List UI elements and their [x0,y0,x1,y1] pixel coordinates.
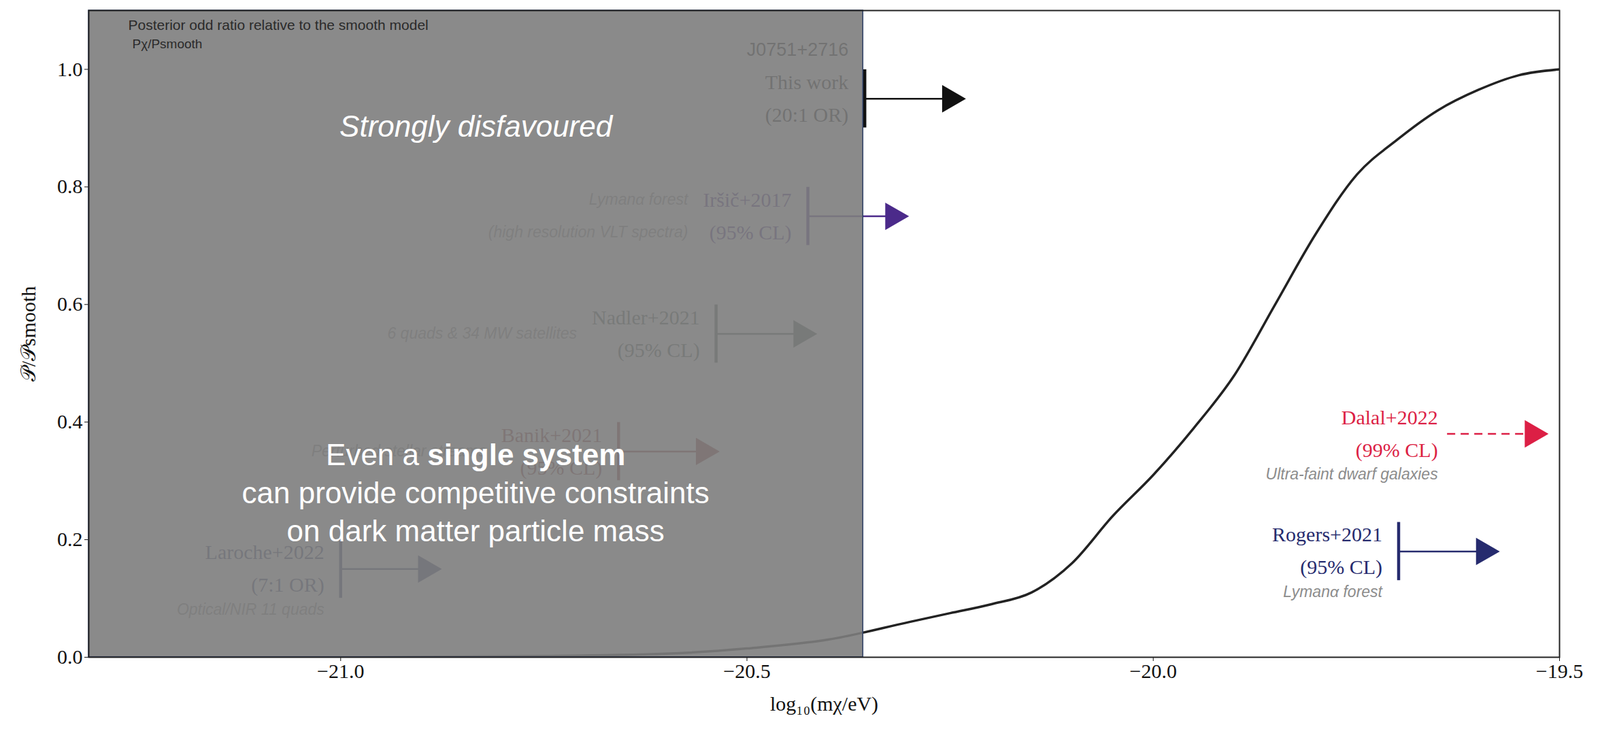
svg-text:Dalal+2022: Dalal+2022 [1341,406,1439,429]
svg-text:can provide competitive constr: can provide competitive constraints [242,476,710,510]
svg-text:Posterior odd ratio relative t: Posterior odd ratio relative to the smoo… [128,17,429,33]
svg-text:1.0: 1.0 [57,57,83,81]
svg-text:0.0: 0.0 [57,645,83,669]
svg-text:−20.5: −20.5 [723,659,771,683]
svg-text:−19.5: −19.5 [1536,659,1583,683]
svg-text:0.6: 0.6 [57,292,83,315]
svg-text:Lymanα forest: Lymanα forest [1282,582,1383,601]
svg-text:Rogers+2021: Rogers+2021 [1272,523,1383,546]
svg-text:0.2: 0.2 [57,527,83,551]
svg-text:𝒫/𝒫smooth: 𝒫/𝒫smooth [17,286,40,383]
svg-text:Strongly disfavoured: Strongly disfavoured [339,109,614,143]
svg-text:log₁₀(mχ/eV): log₁₀(mχ/eV) [770,692,879,716]
svg-text:−20.0: −20.0 [1129,659,1177,683]
svg-text:0.4: 0.4 [57,410,83,433]
svg-text:Ultra-faint dwarf galaxies: Ultra-faint dwarf galaxies [1265,465,1439,483]
svg-text:−21.0: −21.0 [317,659,364,683]
svg-text:Even a single system: Even a single system [325,438,626,472]
svg-text:0.8: 0.8 [57,174,83,198]
svg-text:(99% CL): (99% CL) [1355,438,1439,462]
svg-text:Pχ/Psmooth: Pχ/Psmooth [132,36,203,52]
svg-text:(95% CL): (95% CL) [1300,555,1383,579]
svg-text:on dark matter particle mass: on dark matter particle mass [287,514,665,548]
